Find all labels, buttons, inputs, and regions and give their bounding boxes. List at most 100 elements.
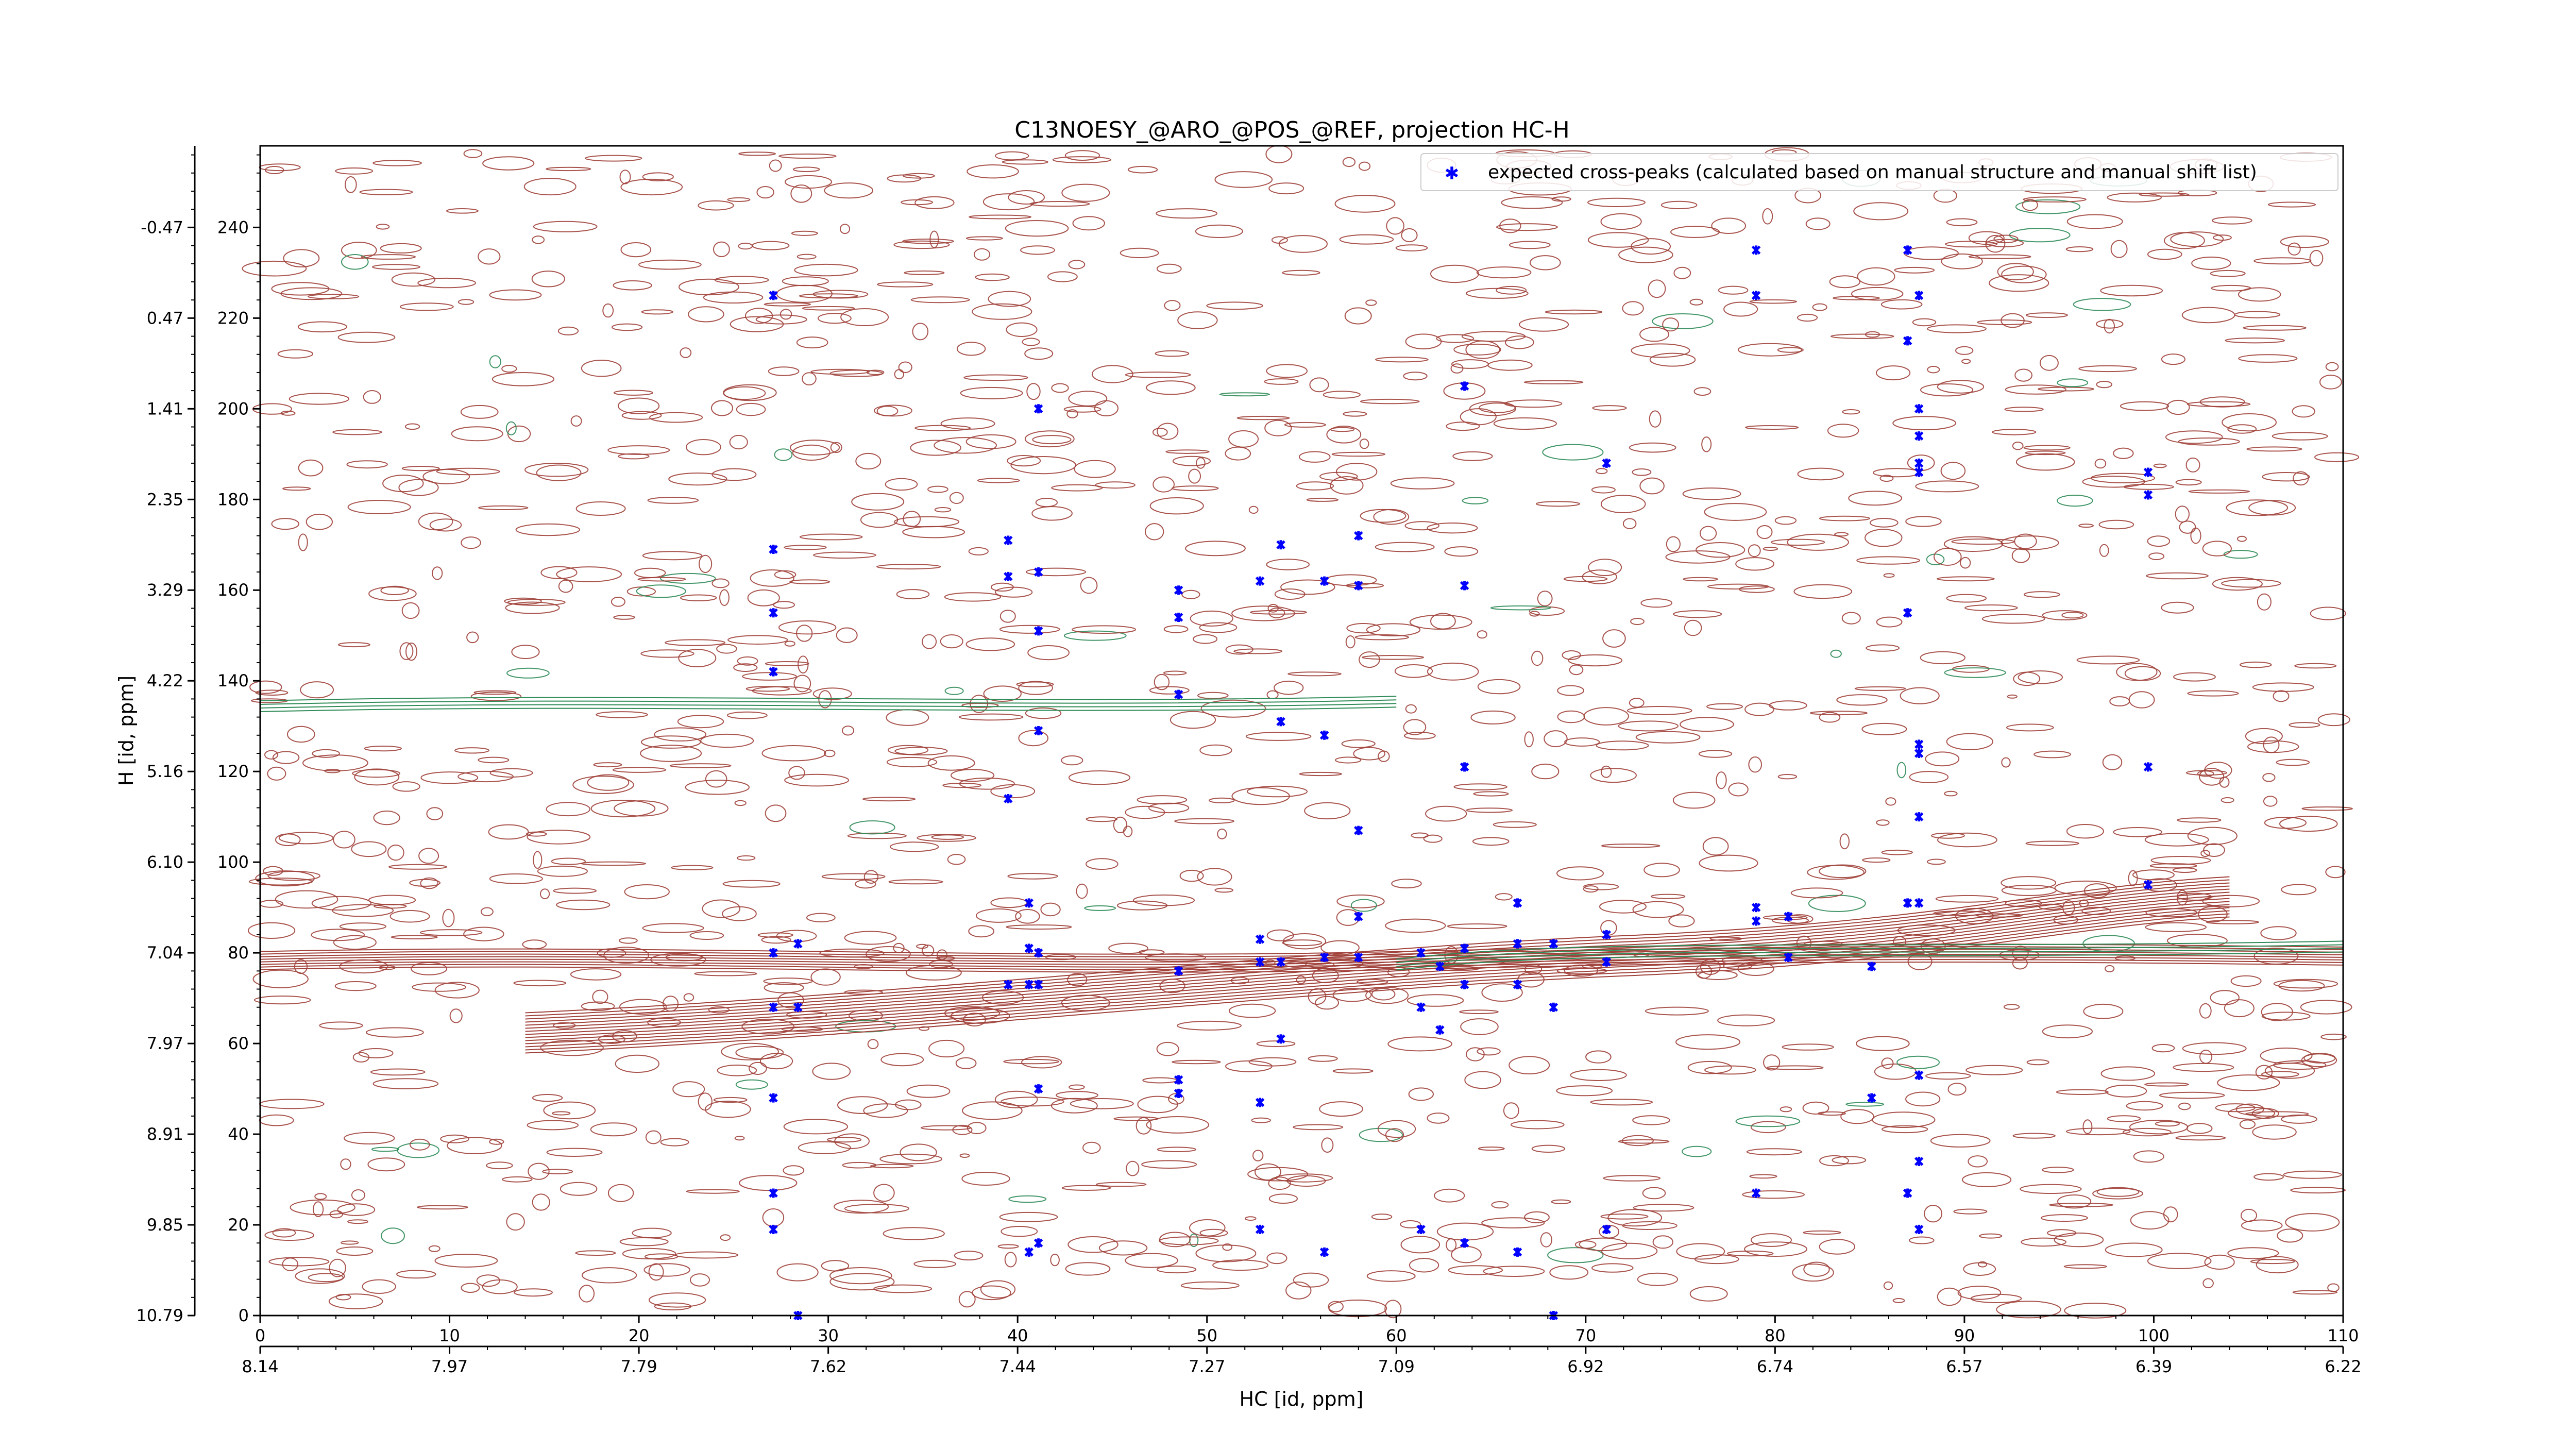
contour-noise bbox=[478, 756, 510, 764]
contour-noise bbox=[1451, 359, 1489, 369]
contour-noise bbox=[1766, 1065, 1824, 1070]
contour-noise bbox=[2013, 671, 2041, 686]
contour-noise bbox=[2092, 1188, 2143, 1200]
contour-noise bbox=[982, 193, 1035, 211]
contour-noise bbox=[1600, 765, 1612, 778]
peak-marker bbox=[1276, 717, 1285, 727]
contour-noise bbox=[2300, 1000, 2352, 1015]
contour-noise bbox=[2292, 1290, 2338, 1295]
peak-marker bbox=[1513, 980, 1522, 989]
contour-noise bbox=[1662, 317, 1680, 332]
contour-noise bbox=[1453, 783, 1507, 790]
contour-noise bbox=[1268, 1176, 1291, 1190]
contour-noise bbox=[263, 866, 283, 876]
contour-noise bbox=[1549, 1265, 1589, 1280]
contour-noise bbox=[334, 981, 377, 991]
contour-noise bbox=[2049, 1203, 2114, 1207]
contour-noise bbox=[620, 178, 683, 196]
contour-noise bbox=[690, 1273, 710, 1287]
peak-marker bbox=[1914, 1156, 1924, 1166]
contour-noise bbox=[1648, 279, 1666, 298]
contour-noise bbox=[1181, 589, 1200, 599]
contour-noise bbox=[1940, 462, 1966, 480]
contour-noise bbox=[879, 1153, 943, 1165]
contour-noise bbox=[2144, 833, 2209, 847]
contour-noise bbox=[959, 713, 1024, 721]
contour-noise bbox=[737, 656, 758, 666]
contour-noise bbox=[1780, 1106, 1792, 1113]
contour-noise bbox=[546, 1148, 603, 1157]
contour-noise bbox=[1819, 1155, 1849, 1167]
contour-noise bbox=[1405, 333, 1442, 350]
contour-noise bbox=[1602, 629, 1626, 648]
y-tick-label: 0 bbox=[239, 1306, 249, 1325]
peak-marker bbox=[1416, 948, 1426, 958]
contour-noise bbox=[592, 989, 608, 1004]
x-axis-index: 0 10 20 30 40 50 60 70 80 90 100 110 bbox=[255, 1316, 2359, 1345]
contour-noise bbox=[1061, 183, 1110, 202]
contour-noise bbox=[1672, 791, 1716, 809]
contour-noise bbox=[1321, 1137, 1334, 1153]
contour-noise bbox=[1387, 1036, 1452, 1052]
contour-noise bbox=[619, 999, 667, 1015]
contour-noise bbox=[722, 880, 781, 888]
contour-noise bbox=[1339, 234, 1394, 245]
contour-noise bbox=[1149, 686, 1190, 695]
contour-noise bbox=[247, 922, 296, 939]
contour-noise bbox=[1986, 239, 2024, 247]
peak-marker bbox=[1033, 726, 1043, 735]
contour-noise bbox=[1246, 785, 1308, 798]
contour-noise bbox=[289, 393, 350, 405]
contour-noise bbox=[1163, 625, 1189, 633]
contour-noise bbox=[1021, 1056, 1062, 1069]
contour-noise bbox=[2314, 452, 2360, 462]
contour-noise bbox=[671, 865, 714, 871]
contour-noise bbox=[900, 1143, 937, 1161]
contour-noise bbox=[1214, 887, 1233, 893]
contour-noise bbox=[1792, 1263, 1834, 1282]
contour-noise bbox=[866, 946, 911, 962]
contour-noise bbox=[642, 172, 674, 181]
peak-marker bbox=[1319, 730, 1329, 740]
contour-noise bbox=[590, 800, 656, 818]
contour-noise bbox=[841, 726, 855, 736]
contour-noise bbox=[2151, 1043, 2175, 1053]
contour-noise bbox=[721, 1042, 779, 1060]
contour-noise bbox=[863, 1103, 908, 1118]
contour-noise bbox=[792, 444, 831, 461]
contour-noise bbox=[1473, 791, 1509, 797]
contour-noise bbox=[1545, 309, 1603, 315]
contour-noise bbox=[1684, 619, 1702, 636]
contour-noise bbox=[2325, 362, 2339, 372]
peak-marker bbox=[1174, 966, 1183, 976]
contour-noise bbox=[461, 1283, 480, 1293]
contour-noise bbox=[1771, 538, 1825, 546]
contour-noise bbox=[784, 773, 849, 787]
contour-noise bbox=[942, 783, 982, 788]
contour-noise bbox=[806, 913, 836, 923]
contour-noise bbox=[1360, 509, 1406, 523]
peak-marker bbox=[1033, 948, 1043, 958]
contour-noise bbox=[2039, 903, 2063, 910]
contour-noise bbox=[341, 1240, 359, 1245]
negative-contour-band bbox=[1396, 948, 2344, 967]
contour-noise bbox=[994, 1090, 1038, 1108]
contour-noise bbox=[1195, 1244, 1257, 1262]
contour-noise bbox=[665, 639, 726, 646]
contour-noise bbox=[836, 627, 858, 643]
contour-noise bbox=[1818, 1111, 1846, 1116]
contour-noise bbox=[965, 236, 1004, 241]
contour-noise bbox=[532, 1094, 563, 1102]
contour-noise bbox=[489, 1138, 504, 1145]
contour-noise bbox=[1961, 359, 1971, 364]
contour-noise bbox=[1812, 303, 1827, 311]
contour-noise bbox=[1001, 1226, 1038, 1237]
contour-noise bbox=[1365, 299, 1377, 306]
contour-noise bbox=[796, 254, 817, 260]
contour-noise bbox=[2116, 663, 2158, 681]
x-ppm-tick-label: 6.39 bbox=[2136, 1357, 2172, 1376]
contour-noise bbox=[742, 672, 797, 681]
peak-marker bbox=[769, 608, 778, 618]
contour-noise bbox=[1570, 1069, 1627, 1081]
contour-noise bbox=[1601, 844, 1660, 848]
